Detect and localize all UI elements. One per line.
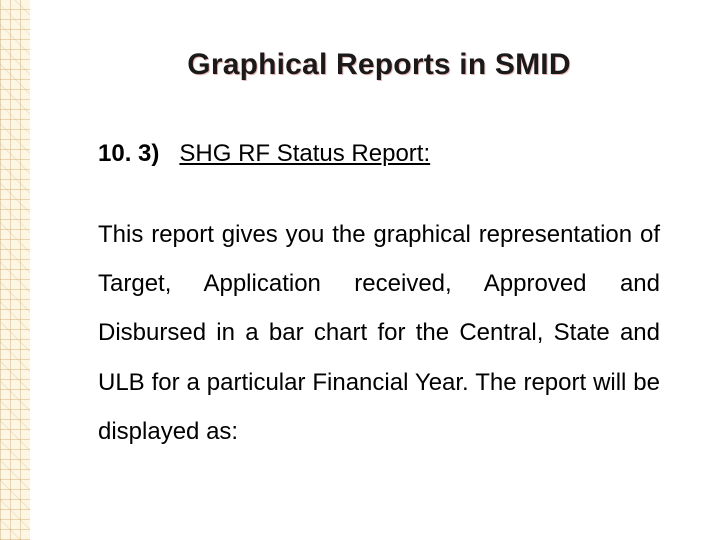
section-heading: 10. 3) SHG RF Status Report:	[98, 140, 660, 168]
body-paragraph: This report gives you the graphical repr…	[98, 210, 660, 456]
section-link: SHG RF Status Report:	[179, 140, 430, 167]
page-title: Graphical Reports in SMID	[98, 48, 660, 82]
slide-content: Graphical Reports in SMID 10. 3) SHG RF …	[30, 0, 720, 540]
decorative-pattern-strip	[0, 0, 30, 540]
section-number: 10. 3)	[98, 140, 159, 167]
